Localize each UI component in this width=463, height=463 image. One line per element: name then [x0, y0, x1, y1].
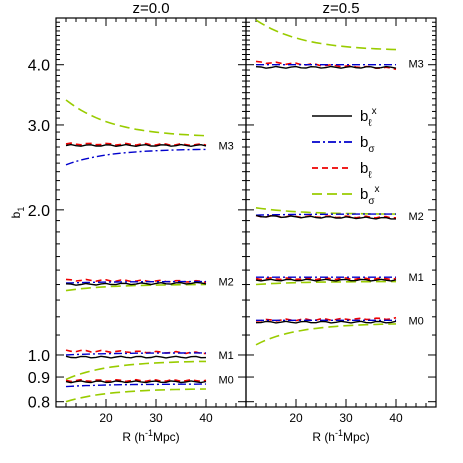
series-line-b_sx	[65, 388, 207, 403]
x-tick-label: 30	[339, 411, 353, 425]
series-line-b_s	[65, 352, 206, 356]
mass-label-m1: M1	[219, 350, 234, 362]
panel-frame	[245, 17, 437, 408]
y-axis-title-text: b	[9, 211, 23, 218]
y-axis-title: b1	[9, 207, 26, 219]
y-tick-label: 4.0	[28, 58, 50, 75]
series-line-b_sx	[255, 207, 397, 215]
series-line-b_s	[65, 280, 206, 284]
legend-base: b	[360, 108, 368, 125]
legend-sup: x	[372, 106, 377, 117]
series-line-b_sx	[65, 99, 207, 137]
series-line-b_lx	[65, 281, 207, 286]
legend-sup: x	[375, 184, 380, 195]
series-line-b_sx	[255, 19, 397, 51]
x-axis-title-sup: -1	[145, 428, 153, 438]
series-line-b_l	[65, 142, 207, 147]
series-line-b_sx	[65, 283, 207, 292]
x-tick-label: 40	[199, 411, 213, 425]
y-tick-label: 0.9	[28, 370, 50, 387]
x-axis-title-text: R (h	[312, 430, 335, 444]
panel-frame	[55, 17, 247, 408]
y-axis-title-sub: 1	[16, 207, 26, 212]
series-line-b_lx	[255, 214, 396, 220]
series-line-b_lx	[255, 320, 397, 324]
series-line-b_lx	[65, 355, 207, 359]
y-tick-label: 0.8	[28, 395, 50, 412]
x-tick-label: 40	[389, 411, 403, 425]
x-axis-title-tail: Mpc)	[343, 430, 370, 444]
legend-base: b	[360, 134, 368, 151]
x-axis-title: R (h-1Mpc)	[122, 428, 179, 444]
legend-label-b_sx: bσx	[360, 184, 380, 207]
x-axis-title-sup: -1	[335, 428, 343, 438]
series-line-b_lx	[255, 65, 397, 69]
mass-label-m2: M2	[409, 211, 424, 223]
y-tick-label: 2.0	[28, 203, 50, 220]
mass-label-m3: M3	[219, 140, 234, 152]
mass-label-m1: M1	[409, 272, 424, 284]
series-line-b_l	[65, 349, 206, 355]
series-line-b_lx	[255, 278, 397, 282]
legend-base: b	[360, 160, 368, 177]
legend-label-b_l: bℓ	[360, 160, 372, 181]
series-line-b_sx	[255, 323, 397, 346]
panel-left: 20 30 40 0.8 0.9 1.0 2.0 3.0 4.0 z=0.0 R (h-1Mpc) b…	[9, 0, 247, 444]
x-axis-title-text: R (h	[122, 430, 145, 444]
legend-sub: ℓ	[368, 170, 372, 181]
mass-label-m2: M2	[219, 277, 234, 289]
mass-label-m0: M0	[219, 374, 234, 386]
mass-label-m0: M0	[409, 315, 424, 327]
series-line-b_lx	[65, 143, 207, 148]
series-line-b_sx	[65, 360, 206, 381]
series-line-b_lx	[65, 380, 207, 384]
legend-label-b_lx: bℓx	[360, 106, 377, 129]
x-tick-label: 20	[99, 411, 113, 425]
series-line-b_s	[65, 383, 206, 388]
panel-title: z=0.0	[132, 0, 169, 17]
x-tick-label: 30	[149, 411, 163, 425]
x-axis-title-tail: Mpc)	[153, 430, 180, 444]
series-line-b_s	[255, 213, 396, 216]
mass-label-m3: M3	[409, 59, 424, 71]
y-tick-label: 3.0	[28, 118, 50, 135]
legend-sub: σ	[368, 144, 375, 155]
legend-sub: σ	[368, 196, 375, 207]
y-tick-label: 1.0	[28, 348, 50, 365]
x-tick-label: 20	[289, 411, 303, 425]
series-line-b_l	[65, 378, 207, 383]
legend-label-b_s: bσ	[360, 134, 375, 155]
panel-title: z=0.5	[322, 0, 359, 17]
panel-right: 20 30 40 z=0.5 R (h-1Mpc) M3 M2 M1 M0	[245, 0, 437, 444]
legend-sub: ℓ	[368, 118, 372, 129]
series-line-b_sx	[255, 280, 396, 286]
legend-base: b	[360, 186, 368, 203]
series-line-b_l	[255, 60, 397, 71]
series-line-b_s	[65, 148, 206, 166]
x-axis-title: R (h-1Mpc)	[312, 428, 369, 444]
